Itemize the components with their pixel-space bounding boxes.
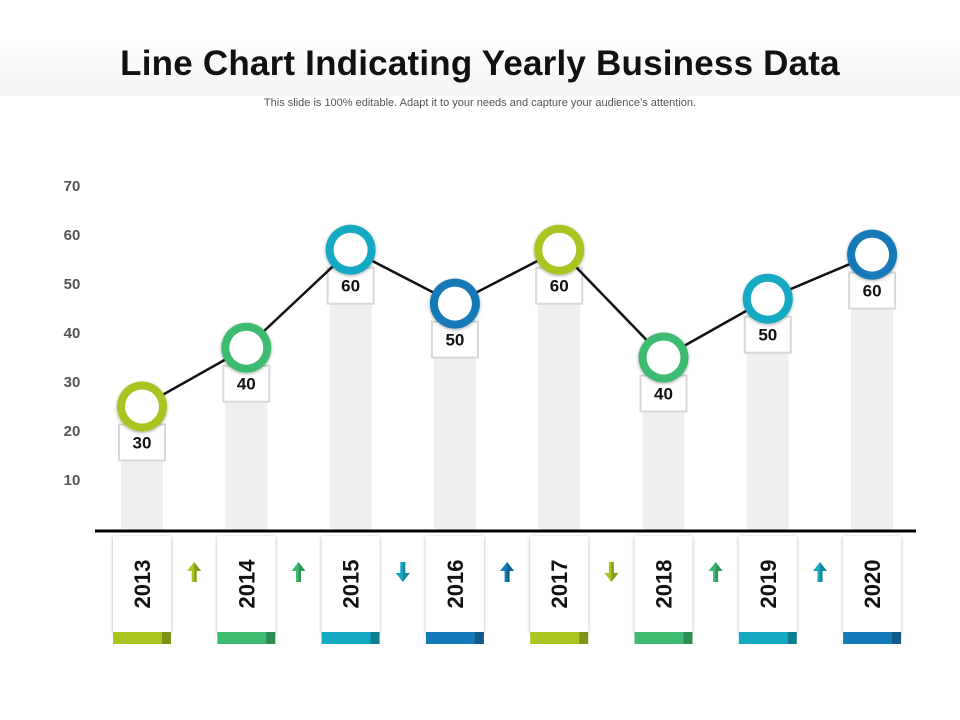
data-label: 60 xyxy=(550,277,569,296)
y-tick-label: 10 xyxy=(64,472,81,489)
year-card-accent xyxy=(217,632,276,644)
arrow-up-icon xyxy=(291,562,306,582)
arrow-down-icon xyxy=(604,562,619,582)
year-card-accent-shade xyxy=(370,632,380,644)
arrow-up-icon xyxy=(708,562,723,582)
y-tick-label: 40 xyxy=(64,325,81,342)
data-point-marker-center xyxy=(855,237,890,272)
year-card-accent-shade xyxy=(579,632,589,644)
data-label: 50 xyxy=(445,331,464,350)
arrow-up-icon xyxy=(813,562,827,582)
x-tick-label: 2014 xyxy=(234,559,259,609)
x-tick-label: 2020 xyxy=(860,560,885,609)
data-point-marker-center xyxy=(229,330,264,365)
year-card-accent-shade xyxy=(474,632,484,644)
data-label: 40 xyxy=(654,385,673,404)
data-point-marker-center xyxy=(437,286,472,321)
year-card xyxy=(113,536,171,632)
x-tick-label: 2016 xyxy=(443,560,468,609)
year-card-accent xyxy=(738,632,797,644)
year-card-accent-shade xyxy=(787,632,797,644)
year-card-accent-shade xyxy=(892,632,902,644)
data-label: 50 xyxy=(758,326,777,345)
data-point-marker-center xyxy=(333,232,368,267)
year-card xyxy=(843,536,902,632)
year-card xyxy=(321,536,380,632)
x-tick-label: 2019 xyxy=(756,560,781,609)
year-card-accent-shade xyxy=(162,632,171,644)
year-card-accent xyxy=(321,632,380,644)
year-card-accent xyxy=(530,632,589,644)
x-tick-label: 2017 xyxy=(547,560,572,609)
data-point-marker-center xyxy=(646,340,681,375)
year-card-accent xyxy=(425,632,484,644)
year-card-accent xyxy=(843,632,902,644)
data-point-marker-center xyxy=(125,389,159,424)
year-card xyxy=(530,536,589,632)
x-tick-label: 2015 xyxy=(339,560,364,609)
arrow-up-icon xyxy=(187,562,202,582)
data-label: 30 xyxy=(133,434,152,453)
slide-subtitle: This slide is 100% editable. Adapt it to… xyxy=(263,97,697,109)
x-tick-label: 2013 xyxy=(130,560,155,609)
arrow-up-icon xyxy=(500,562,515,582)
y-tick-label: 70 xyxy=(64,178,81,195)
year-card-accent-shade xyxy=(266,632,276,644)
y-tick-label: 30 xyxy=(64,374,81,391)
year-card xyxy=(634,536,693,632)
value-bar xyxy=(538,267,581,531)
arrow-down-icon xyxy=(395,562,410,582)
data-label: 60 xyxy=(863,282,882,301)
value-bar xyxy=(851,272,894,531)
value-bar xyxy=(329,267,372,531)
y-tick-label: 60 xyxy=(64,227,81,244)
year-card xyxy=(217,536,276,632)
year-card xyxy=(738,536,797,632)
y-tick-label: 50 xyxy=(64,276,81,293)
year-card-accent-shade xyxy=(683,632,693,644)
data-label: 60 xyxy=(341,277,360,296)
data-point-marker-center xyxy=(542,232,577,267)
data-label: 40 xyxy=(237,375,256,394)
year-card xyxy=(425,536,484,632)
y-tick-label: 20 xyxy=(64,423,81,440)
title-band xyxy=(0,38,960,96)
data-point-marker-center xyxy=(750,281,785,316)
slide-title: Line Chart Indicating Yearly Business Da… xyxy=(120,44,840,83)
year-card-accent xyxy=(634,632,693,644)
year-card-accent xyxy=(113,632,171,644)
x-tick-label: 2018 xyxy=(652,560,677,609)
